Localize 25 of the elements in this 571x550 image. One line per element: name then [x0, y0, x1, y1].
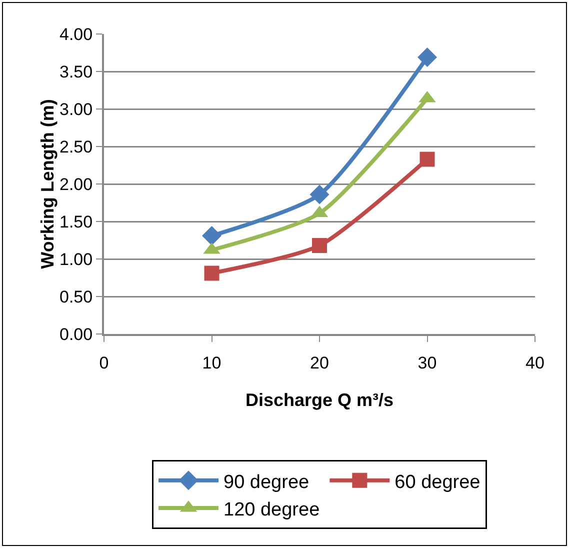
x-tick-label: 40 — [526, 353, 544, 372]
y-tick-label: 2.50 — [60, 137, 93, 156]
y-tick-label: 1.50 — [60, 212, 93, 232]
y-tick-label: 0.50 — [60, 287, 93, 306]
legend-label: 60 degree — [394, 472, 480, 493]
y-axis-title: Working Length (m) — [38, 99, 58, 269]
x-tick-label: 10 — [202, 353, 222, 372]
point — [310, 184, 330, 204]
y-tick-label: 1.00 — [60, 250, 93, 269]
y-tick-label: 0.00 — [60, 324, 93, 344]
x-tick-label: 0 — [99, 353, 109, 372]
legend-label: 90 degree — [224, 472, 310, 493]
point — [312, 238, 327, 253]
x-axis-title: Discharge Q m³/s — [245, 390, 394, 410]
x-tick-label: 30 — [418, 353, 437, 372]
y-tick-label: 2.00 — [60, 174, 93, 194]
point — [204, 266, 220, 281]
y-tick-label: 3.50 — [60, 62, 93, 82]
y-tick-label: 4.00 — [60, 24, 93, 44]
x-tick-label: 20 — [310, 353, 329, 372]
point — [202, 226, 222, 246]
legend-label: 120 degree — [224, 499, 320, 520]
point — [420, 152, 435, 167]
point — [418, 48, 437, 67]
y-tick-label: 3.00 — [60, 100, 93, 119]
